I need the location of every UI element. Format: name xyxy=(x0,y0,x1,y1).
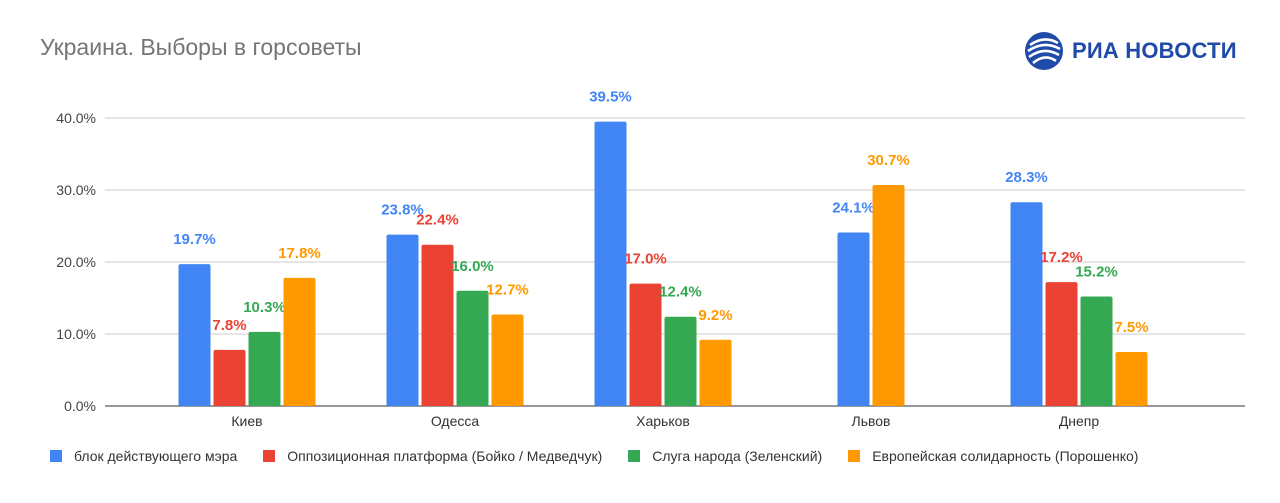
x-tick-label: Львов xyxy=(852,413,891,429)
y-tick-label: 10.0% xyxy=(56,326,96,342)
legend-label: Слуга народа (Зеленский) xyxy=(652,448,823,464)
data-label: 12.4% xyxy=(659,284,702,301)
data-label: 15.2% xyxy=(1075,264,1118,281)
legend-label: Оппозиционная платформа (Бойко / Медведч… xyxy=(287,448,603,464)
data-label: 16.0% xyxy=(451,258,494,275)
bar xyxy=(699,339,732,406)
data-label: 24.1% xyxy=(832,199,875,216)
legend-item: Оппозиционная платформа (Бойко / Медведч… xyxy=(263,448,602,464)
data-label: 7.5% xyxy=(1114,319,1148,336)
legend-item: Европейская солидарность (Порошенко) xyxy=(848,448,1138,464)
data-label: 39.5% xyxy=(589,89,632,106)
legend-item: блок действующего мэра xyxy=(50,448,237,464)
ria-logo: РИА НОВОСТИ xyxy=(1024,30,1237,72)
data-label: 17.0% xyxy=(624,251,667,268)
y-tick-label: 30.0% xyxy=(56,182,96,198)
x-tick-label: Харьков xyxy=(636,413,690,429)
legend-label: Европейская солидарность (Порошенко) xyxy=(872,448,1139,464)
x-tick-label: Киев xyxy=(231,413,262,429)
data-label: 19.7% xyxy=(173,231,216,248)
legend-swatch xyxy=(50,450,62,462)
data-label: 12.7% xyxy=(486,282,529,299)
bar xyxy=(1010,202,1043,406)
data-label: 22.4% xyxy=(416,212,459,229)
chart-legend: блок действующего мэра Оппозиционная плат… xyxy=(50,448,1164,464)
y-tick-label: 20.0% xyxy=(56,254,96,270)
y-tick-label: 40.0% xyxy=(56,110,96,126)
bar xyxy=(1080,296,1113,406)
bar xyxy=(456,290,489,406)
bar xyxy=(283,277,316,406)
data-label: 30.7% xyxy=(867,152,910,169)
legend-swatch xyxy=(263,450,276,462)
bar xyxy=(248,331,281,406)
data-label: 10.3% xyxy=(243,299,286,316)
bar xyxy=(386,234,419,406)
x-tick-label: Днепр xyxy=(1059,413,1100,429)
bar xyxy=(872,184,905,406)
bar xyxy=(629,283,662,406)
data-label: 9.2% xyxy=(698,307,732,324)
chart-title: Украина. Выборы в горсоветы xyxy=(40,34,362,60)
data-label: 28.3% xyxy=(1005,169,1048,186)
legend-swatch xyxy=(628,450,641,462)
legend-item: Слуга народа (Зеленский) xyxy=(628,448,822,464)
bar xyxy=(491,314,524,406)
data-label: 17.8% xyxy=(278,245,321,262)
logo-text: РИА НОВОСТИ xyxy=(1072,38,1237,63)
ria-globe-icon xyxy=(1025,32,1063,70)
bar xyxy=(421,244,454,406)
bar xyxy=(178,264,211,406)
bar xyxy=(664,316,697,406)
data-label: 7.8% xyxy=(212,317,246,334)
bar xyxy=(213,349,246,406)
bar xyxy=(837,232,870,406)
y-tick-label: 0.0% xyxy=(64,398,96,414)
data-label: 17.2% xyxy=(1040,249,1083,266)
legend-swatch xyxy=(848,450,861,462)
data-label: 23.8% xyxy=(381,202,424,219)
legend-label: блок действующего мэра xyxy=(74,448,238,464)
bar xyxy=(1045,282,1078,406)
x-tick-label: Одесса xyxy=(431,413,480,429)
bar xyxy=(1115,352,1148,406)
bar xyxy=(594,121,627,406)
